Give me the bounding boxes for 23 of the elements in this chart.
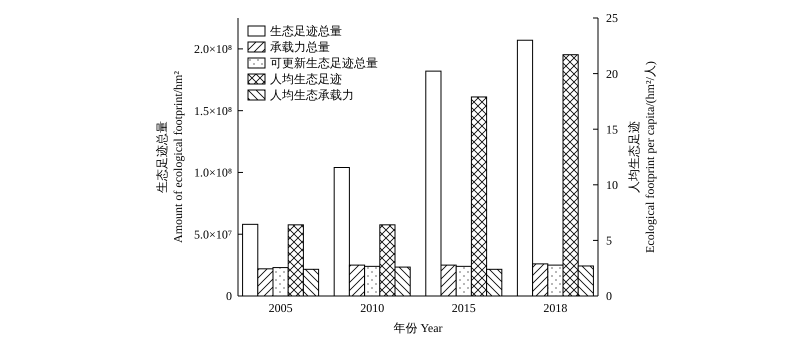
y-tick-label: 2.0×10⁸ (194, 42, 232, 56)
x-axis-title: 年份 Year (393, 321, 443, 335)
y2-tick-label: 25 (606, 11, 618, 26)
y2-tick-label: 20 (606, 66, 618, 81)
x-tick-label: 2015 (452, 301, 476, 315)
legend-label: 承载力总量 (270, 40, 330, 54)
x-tick-label: 2005 (268, 301, 293, 315)
y-axis-title: 生态足迹总量 Amount of ecological footprint/hm² (155, 70, 185, 243)
x-tick-label: 2010 (360, 301, 384, 315)
x-tick-label: 2018 (543, 301, 568, 315)
legend-label: 生态足迹总量 (270, 24, 342, 38)
legend-label: 人均生态承载力 (270, 88, 354, 102)
y2-tick-label: 10 (606, 178, 618, 192)
y-tick-label: 5.0×10⁷ (194, 227, 232, 242)
legend-label: 人均生态足迹 (270, 72, 342, 86)
y-tick-label: 0 (226, 289, 232, 304)
y-tick-label: 1.0×10⁸ (194, 166, 232, 180)
y-tick-label: 1.5×10⁸ (194, 104, 232, 118)
legend-label: 可更新生态足迹总量 (270, 56, 378, 70)
y2-axis-title: 人均生态足迹 Ecological footprint per capita/(hm²/人) (627, 61, 657, 253)
y2-tick-label: 5 (606, 234, 612, 248)
y2-tick-label: 15 (606, 122, 618, 136)
y2-tick-label: 0 (606, 289, 612, 304)
